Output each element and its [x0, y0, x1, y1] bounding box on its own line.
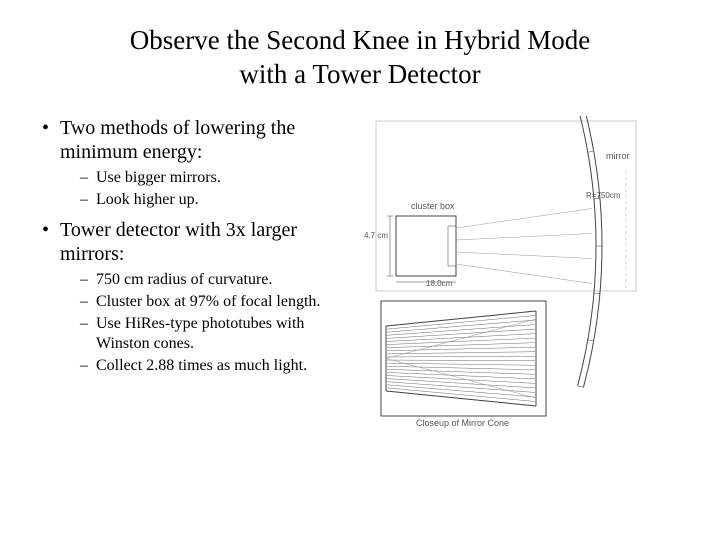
label-dim-top: 4.7 cm — [364, 231, 388, 240]
label-caption: Closeup of Mirror Cone — [416, 418, 509, 428]
bullet-2-sub-1: 750 cm radius of curvature. — [60, 270, 340, 290]
label-radius: R=750cm — [586, 191, 620, 200]
content-row: Two methods of lowering the minimum ener… — [40, 116, 680, 436]
title-line-1: Observe the Second Knee in Hybrid Mode — [130, 25, 590, 55]
bullet-2-sub: 750 cm radius of curvature. Cluster box … — [60, 270, 340, 376]
bullet-2-text: Tower detector with 3x larger mirrors: — [60, 219, 297, 265]
bullet-2-sub-4: Collect 2.88 times as much light. — [60, 356, 340, 376]
slide-title: Observe the Second Knee in Hybrid Mode w… — [40, 24, 680, 92]
bullet-list: Two methods of lowering the minimum ener… — [40, 116, 340, 376]
label-dim-right: 18.0cm — [426, 279, 452, 288]
label-mirror: mirror — [606, 151, 630, 161]
title-line-2: with a Tower Detector — [239, 59, 480, 89]
bullet-1-text: Two methods of lowering the minimum ener… — [60, 117, 295, 163]
detector-figure: mirror cluster box R=750cm 4.7 cm 18.0cm… — [356, 116, 656, 436]
bullet-1-sub-2: Look higher up. — [60, 190, 340, 210]
bullet-2-sub-3: Use HiRes-type phototubes with Winston c… — [60, 314, 340, 354]
bullet-2: Tower detector with 3x larger mirrors: 7… — [40, 218, 340, 376]
bullet-2-sub-2: Cluster box at 97% of focal length. — [60, 292, 340, 312]
figure-column: mirror cluster box R=750cm 4.7 cm 18.0cm… — [356, 116, 680, 436]
bullet-1: Two methods of lowering the minimum ener… — [40, 116, 340, 210]
text-column: Two methods of lowering the minimum ener… — [40, 116, 340, 436]
figure-svg — [356, 116, 656, 436]
label-cluster-box: cluster box — [411, 201, 455, 211]
bullet-1-sub-1: Use bigger mirrors. — [60, 168, 340, 188]
bullet-1-sub: Use bigger mirrors. Look higher up. — [60, 168, 340, 210]
